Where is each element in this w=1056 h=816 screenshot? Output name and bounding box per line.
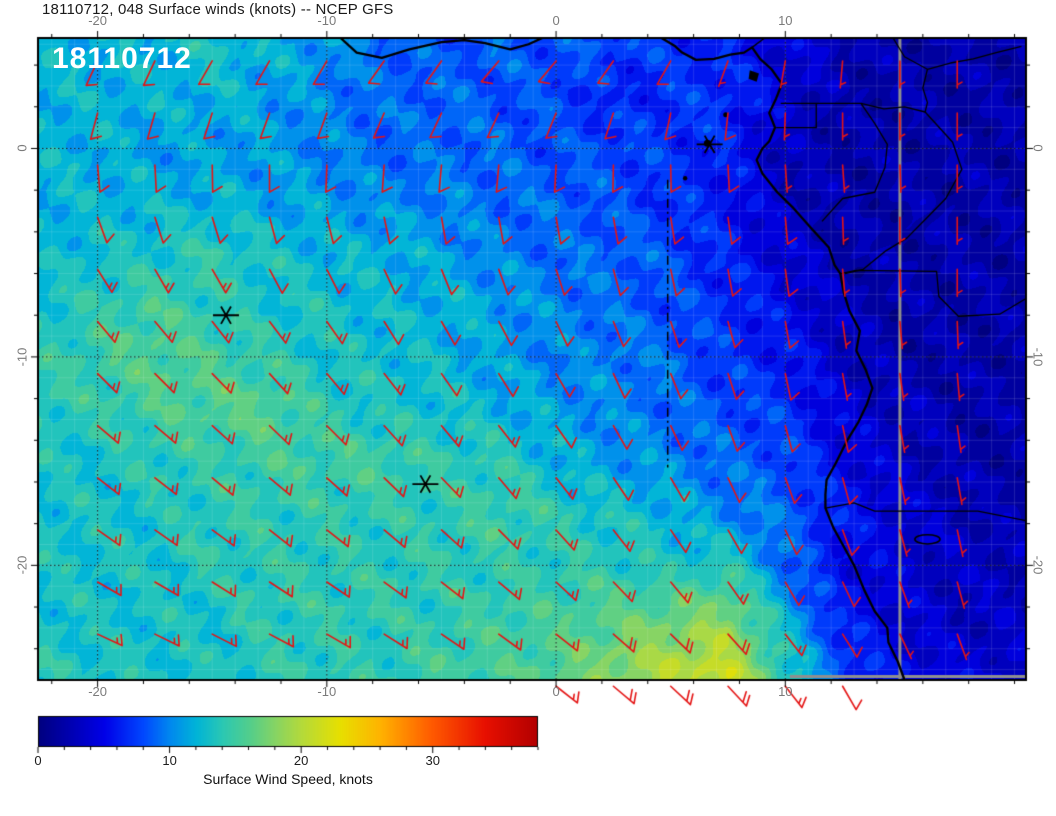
y-axis-tick-label-left: -20 [14, 555, 30, 575]
y-axis-tick-label-right: -10 [1030, 347, 1046, 367]
x-axis-tick-label-bottom: 10 [778, 684, 793, 699]
x-axis-tick-label-bottom: 0 [552, 684, 560, 699]
colorbar-caption: Surface Wind Speed, knots [203, 771, 373, 787]
x-axis-tick-label-bottom: -20 [88, 684, 107, 699]
timestamp-overlay: 18110712 [52, 42, 192, 75]
y-axis-tick-label-left: 0 [14, 144, 30, 153]
plot-title: 18110712, 048 Surface winds (knots) -- N… [42, 1, 394, 18]
x-axis-tick-label-bottom: -10 [317, 684, 337, 699]
colorbar-tick-label: 30 [425, 753, 440, 768]
colorbar-tick-label: 20 [293, 753, 309, 768]
x-axis-tick-label-top: -20 [88, 13, 107, 28]
y-axis-tick-label-right: -20 [1030, 555, 1046, 575]
y-axis-tick-label-right: 0 [1030, 144, 1046, 153]
x-axis-tick-label-top: -10 [317, 13, 337, 28]
y-axis-tick-label-left: -10 [14, 347, 30, 367]
x-axis-tick-label-top: 0 [552, 13, 560, 28]
colorbar-tick-label: 10 [162, 753, 177, 768]
colorbar-tick-label: 0 [34, 753, 42, 768]
x-axis-tick-label-top: 10 [778, 13, 793, 28]
